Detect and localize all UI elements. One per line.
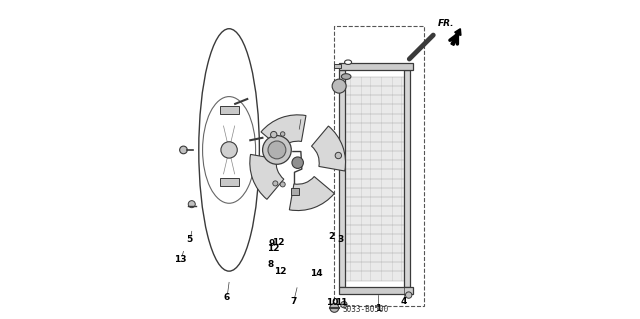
Circle shape — [273, 181, 278, 186]
Wedge shape — [312, 126, 346, 171]
Text: 6: 6 — [224, 293, 230, 302]
Circle shape — [292, 157, 303, 168]
Bar — [220, 178, 239, 186]
Bar — [339, 287, 413, 294]
Bar — [339, 63, 413, 70]
Ellipse shape — [341, 74, 351, 79]
Circle shape — [271, 131, 277, 138]
Circle shape — [221, 142, 237, 158]
Circle shape — [340, 301, 347, 308]
Text: 12: 12 — [268, 244, 280, 253]
Circle shape — [188, 201, 195, 208]
Text: 5: 5 — [187, 235, 193, 244]
Text: 9: 9 — [269, 239, 275, 248]
Circle shape — [280, 182, 285, 187]
Wedge shape — [261, 115, 306, 149]
Text: 3: 3 — [338, 235, 344, 244]
Circle shape — [280, 132, 285, 136]
Ellipse shape — [344, 60, 351, 64]
Bar — [291, 188, 299, 195]
Text: FR.: FR. — [437, 19, 454, 28]
FancyArrow shape — [451, 29, 461, 45]
Text: 1: 1 — [375, 304, 381, 313]
Circle shape — [332, 79, 346, 93]
Text: 8: 8 — [268, 260, 274, 269]
Wedge shape — [250, 154, 284, 199]
Circle shape — [268, 141, 286, 159]
Text: 12: 12 — [274, 267, 286, 276]
Text: 2: 2 — [328, 232, 334, 241]
Text: 4: 4 — [401, 297, 407, 306]
Circle shape — [335, 152, 342, 159]
Circle shape — [262, 136, 291, 164]
Text: 7: 7 — [291, 297, 297, 306]
Circle shape — [180, 146, 188, 154]
Text: 12: 12 — [272, 238, 285, 247]
Bar — [404, 70, 410, 287]
Bar — [339, 70, 345, 287]
Bar — [334, 64, 340, 68]
Circle shape — [406, 292, 412, 298]
Text: 13: 13 — [174, 255, 186, 263]
Text: S033-B0500: S033-B0500 — [342, 305, 388, 314]
Text: 10: 10 — [326, 298, 338, 307]
Text: 11: 11 — [335, 298, 348, 307]
Bar — [334, 26, 424, 306]
Text: 14: 14 — [310, 269, 323, 278]
Wedge shape — [289, 176, 334, 211]
Circle shape — [330, 303, 339, 312]
Bar — [220, 106, 239, 114]
